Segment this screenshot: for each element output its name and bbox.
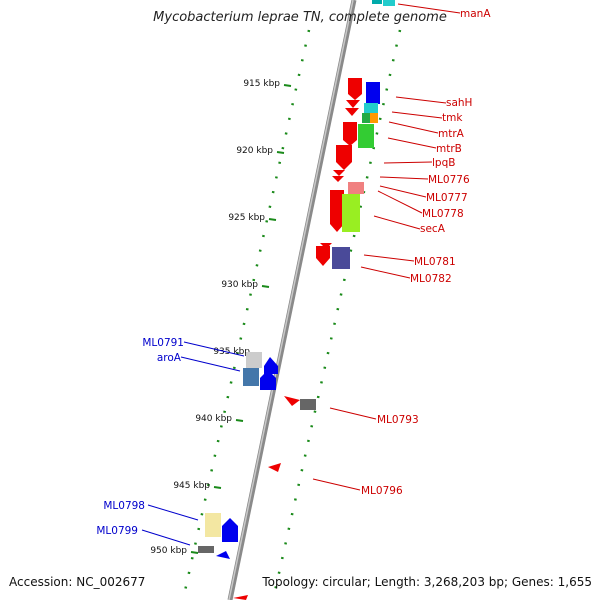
gene-feature bbox=[348, 78, 362, 100]
gene-feature bbox=[198, 546, 214, 553]
kbp-tick bbox=[213, 486, 222, 489]
gene-feature bbox=[345, 108, 359, 116]
gene-feature bbox=[370, 113, 378, 123]
gene-label: ML0798 bbox=[103, 500, 145, 512]
leader-line bbox=[329, 407, 377, 420]
gene-label: ML0776 bbox=[428, 174, 470, 186]
gene-label: mtrA bbox=[438, 128, 465, 140]
kbp-tick-label: 930 kbp bbox=[221, 280, 258, 290]
kbp-tick bbox=[261, 285, 270, 288]
gene-label: lpqB bbox=[432, 157, 455, 169]
kbp-tick-label: 945 kbp bbox=[173, 481, 210, 491]
gene-feature bbox=[372, 0, 382, 4]
gene-feature bbox=[366, 82, 380, 104]
gene-label: mtrB bbox=[436, 143, 462, 155]
gene-feature bbox=[233, 595, 248, 600]
leader-line bbox=[383, 161, 433, 164]
kbp-tick-label: 925 kbp bbox=[228, 213, 265, 223]
gene-feature bbox=[320, 243, 332, 249]
genome-backbone-highlight bbox=[228, 0, 354, 600]
gene-feature bbox=[260, 370, 276, 390]
kbp-tick-label: 950 kbp bbox=[150, 546, 187, 556]
leader-line bbox=[312, 478, 361, 491]
leader-line bbox=[388, 121, 439, 134]
leader-line bbox=[377, 190, 423, 214]
gene-features bbox=[198, 0, 395, 600]
gene-label: ML0791 bbox=[142, 337, 184, 349]
gene-feature bbox=[268, 463, 281, 472]
gene-feature bbox=[346, 100, 360, 108]
gene-label: ML0781 bbox=[414, 256, 456, 268]
kbp-tick-label: 935 kbp bbox=[213, 347, 250, 357]
gene-feature bbox=[362, 113, 370, 123]
leader-line bbox=[391, 111, 443, 119]
gene-feature bbox=[332, 176, 344, 182]
gene-label: ML0796 bbox=[361, 485, 403, 497]
gene-feature bbox=[264, 357, 278, 374]
kbp-tick bbox=[276, 151, 285, 154]
map-title: Mycobacterium leprae TN, complete genome bbox=[153, 10, 447, 25]
leader-line bbox=[183, 341, 245, 357]
kbp-tick bbox=[190, 551, 199, 554]
gene-feature bbox=[383, 0, 395, 6]
leader-lines bbox=[141, 3, 461, 546]
gene-feature bbox=[216, 551, 230, 559]
leader-line bbox=[360, 266, 411, 279]
genome-backbone bbox=[227, 0, 357, 600]
leader-line bbox=[363, 254, 415, 262]
gene-label: secA bbox=[420, 223, 446, 235]
gene-feature bbox=[333, 170, 345, 176]
gene-feature bbox=[358, 124, 374, 148]
kbp-tick-label: 915 kbp bbox=[243, 79, 280, 89]
kbp-tick-label: 920 kbp bbox=[236, 146, 273, 156]
gene-feature bbox=[284, 396, 300, 406]
leader-line bbox=[397, 3, 461, 14]
gene-label: ML0793 bbox=[377, 414, 419, 426]
leader-line bbox=[387, 137, 437, 149]
genome-summary-text: Topology: circular; Length: 3,268,203 bp… bbox=[262, 575, 592, 589]
gene-feature bbox=[316, 246, 330, 266]
accession-text: Accession: NC_002677 bbox=[9, 575, 146, 589]
gene-feature bbox=[330, 190, 344, 232]
leader-line bbox=[379, 185, 427, 198]
gene-label: ML0778 bbox=[422, 208, 464, 220]
track-outer-right bbox=[271, 29, 402, 600]
gene-label: ML0777 bbox=[426, 192, 468, 204]
gene-feature bbox=[246, 352, 262, 368]
leader-line bbox=[147, 504, 199, 521]
gene-label: sahH bbox=[446, 97, 472, 109]
kbp-tick-label: 940 kbp bbox=[195, 414, 232, 424]
gene-label: manA bbox=[460, 8, 491, 20]
gene-label: tmk bbox=[442, 112, 463, 124]
gene-label: ML0782 bbox=[410, 273, 452, 285]
gene-feature bbox=[342, 194, 360, 232]
gene-feature bbox=[332, 247, 350, 269]
leader-line bbox=[379, 176, 429, 180]
gene-feature bbox=[300, 399, 316, 410]
gene-feature bbox=[364, 103, 378, 113]
leader-line bbox=[395, 96, 447, 104]
tick-group: 915 kbp 920 kbp 925 kbp 930 kbp 935 kbp 940 k… bbox=[150, 79, 292, 556]
gene-feature bbox=[336, 145, 352, 170]
gene-feature bbox=[222, 518, 238, 542]
kbp-tick bbox=[268, 218, 277, 221]
leader-line bbox=[141, 529, 191, 546]
gene-feature bbox=[343, 122, 357, 146]
leader-line bbox=[373, 215, 421, 230]
leader-line bbox=[180, 356, 241, 372]
gene-label-group: manA sahH tmk mtrA mtrB lpqB ML0776 ML0777 ML077… bbox=[96, 8, 491, 537]
gene-label: ML0799 bbox=[96, 525, 138, 537]
kbp-tick bbox=[235, 419, 244, 422]
gene-label: aroA bbox=[157, 352, 182, 364]
gene-feature bbox=[243, 368, 259, 386]
gene-feature bbox=[348, 182, 364, 194]
kbp-tick bbox=[283, 84, 292, 87]
gene-feature bbox=[205, 513, 221, 537]
